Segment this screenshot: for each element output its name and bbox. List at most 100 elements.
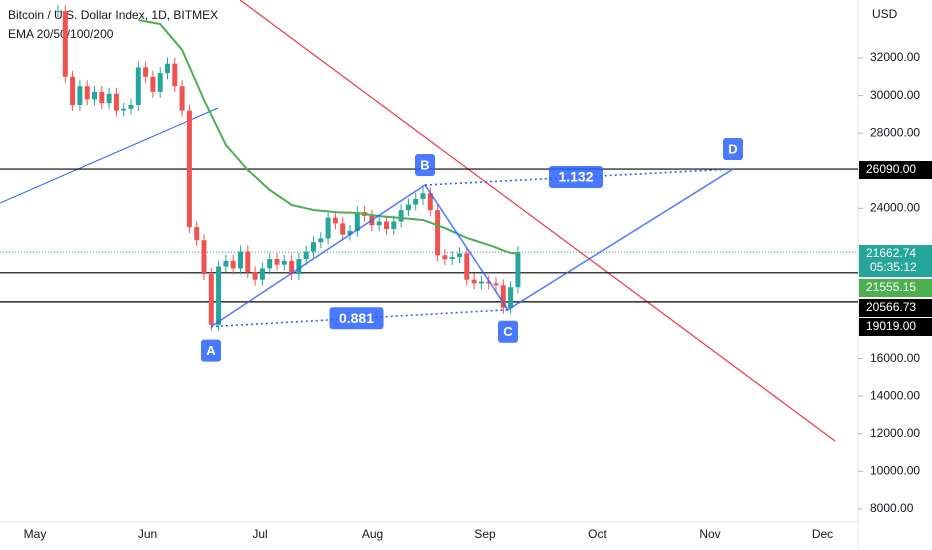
candle <box>332 217 338 224</box>
point-box <box>723 138 743 161</box>
candle <box>135 67 141 106</box>
candle <box>150 76 156 92</box>
candle <box>252 272 258 280</box>
candle <box>55 11 61 13</box>
candle <box>113 93 119 111</box>
candle <box>457 253 462 258</box>
point-box <box>415 154 435 177</box>
candle <box>201 240 207 275</box>
x-tick-label: Sep <box>474 527 496 541</box>
point-box <box>498 320 518 343</box>
y-tick-label: 14000.00 <box>870 388 920 402</box>
y-tick-label: 8000.00 <box>870 501 914 515</box>
candle <box>398 210 404 222</box>
candle <box>508 287 514 308</box>
candle <box>77 86 83 106</box>
ratio-label: 1.132 <box>558 169 593 185</box>
candle <box>157 73 163 92</box>
candle <box>478 281 484 284</box>
candle <box>500 285 506 308</box>
price-label-box <box>859 245 932 277</box>
point-label: B <box>420 157 429 172</box>
price-label: 21662.74 <box>866 246 916 260</box>
candle <box>420 193 426 199</box>
candle <box>354 212 360 231</box>
candle <box>172 63 178 87</box>
candle <box>179 86 185 111</box>
x-tick-label: Dec <box>812 527 833 541</box>
candle <box>230 260 236 269</box>
candle <box>143 67 149 77</box>
x-tick-label: Nov <box>699 527 720 541</box>
y-tick-label: 12000.00 <box>870 426 920 440</box>
candle <box>62 11 68 77</box>
ratio-box <box>329 307 384 330</box>
price-label: 21555.15 <box>866 280 916 294</box>
indicator-label: EMA 20/50/100/200 <box>8 27 114 41</box>
trend-line <box>239 0 836 442</box>
candle <box>296 259 302 275</box>
candle <box>303 251 309 260</box>
point-label: D <box>728 141 737 156</box>
candle <box>194 227 200 241</box>
currency-label: USD <box>872 7 898 21</box>
candle <box>128 105 134 109</box>
y-tick-label: 10000.00 <box>870 463 920 477</box>
x-tick-label: Aug <box>362 527 383 541</box>
candle <box>186 110 192 228</box>
candle <box>238 251 243 269</box>
trend-line <box>0 107 219 204</box>
candle <box>486 281 492 284</box>
candle <box>347 230 353 235</box>
candle <box>289 260 295 275</box>
ema-line <box>138 19 518 255</box>
y-tick-label: 30000.00 <box>870 88 920 102</box>
candle <box>84 86 90 100</box>
x-tick-label: Oct <box>588 527 607 541</box>
candle <box>471 279 477 284</box>
candle <box>464 253 470 280</box>
candle <box>435 210 441 256</box>
candle <box>216 266 222 325</box>
candle <box>413 198 419 205</box>
candle <box>281 260 287 265</box>
candle <box>515 252 521 288</box>
candle <box>442 255 448 260</box>
candle <box>427 193 433 211</box>
price-label: 19019.00 <box>866 319 916 333</box>
candle <box>325 217 331 239</box>
x-tick-label: Jul <box>252 527 267 541</box>
candle <box>106 93 112 104</box>
candle <box>449 257 455 260</box>
pattern-line <box>210 168 734 328</box>
candle <box>245 251 251 273</box>
price-label-box <box>859 299 932 317</box>
price-label-box <box>859 318 932 336</box>
candle <box>92 91 97 100</box>
candle <box>259 268 265 280</box>
price-label-box <box>859 279 932 297</box>
candle <box>318 238 324 243</box>
point-box <box>201 339 221 362</box>
price-label: 26090.00 <box>866 162 916 176</box>
candle <box>391 221 397 229</box>
x-tick-label: May <box>24 527 47 541</box>
ratio-line <box>424 168 734 186</box>
chart-title: Bitcoin / U.S. Dollar Index, 1D, BITMEX <box>8 8 219 22</box>
ratio-box <box>549 166 603 189</box>
price-label-box <box>859 161 932 179</box>
candle <box>274 259 280 265</box>
y-tick-label: 32000.00 <box>870 50 920 64</box>
candle <box>311 242 316 252</box>
y-tick-label: 16000.00 <box>870 351 920 365</box>
x-tick-label: Jun <box>138 527 157 541</box>
point-label: A <box>206 343 216 358</box>
y-tick-label: 28000.00 <box>870 125 920 139</box>
candle <box>208 274 214 325</box>
candle <box>376 221 382 226</box>
candle <box>384 221 389 229</box>
y-tick-label: 24000.00 <box>870 200 920 214</box>
candle <box>493 283 499 286</box>
